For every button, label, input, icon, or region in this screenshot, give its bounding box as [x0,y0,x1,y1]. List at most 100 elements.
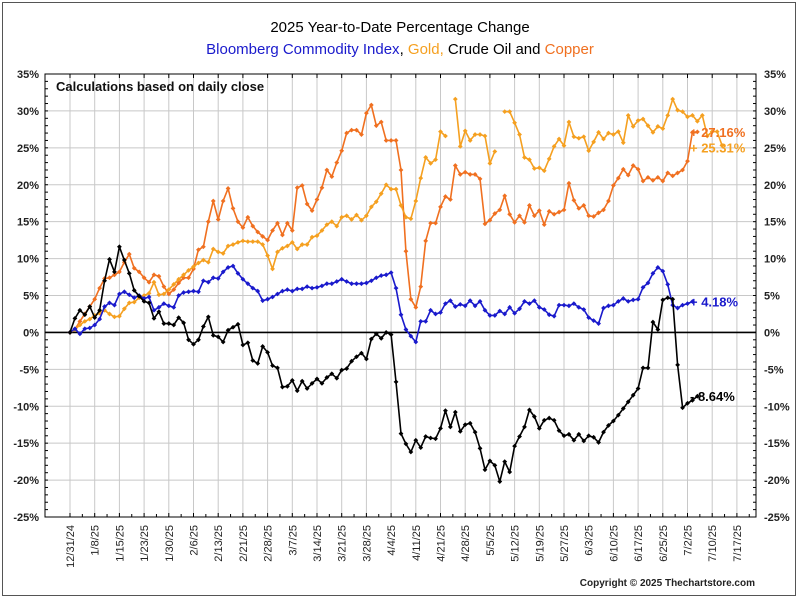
data-point-gold [255,239,261,245]
data-point-copper [467,172,473,177]
data-point-copper [541,222,547,228]
data-point-copper [645,174,651,180]
y-tick-label-right: 25% [764,143,786,155]
data-point-gold [670,96,676,102]
data-point-bloomberg-commodity-index [452,304,458,309]
data-point-gold [230,242,236,247]
data-point-bloomberg-commodity-index [388,270,394,276]
data-point-copper [319,185,325,191]
data-point-gold [196,260,201,266]
data-point-gold [117,313,122,319]
data-point-bloomberg-commodity-index [364,280,369,286]
y-tick-label-right: -25% [764,512,790,524]
data-point-gold [443,133,448,139]
data-point-copper [97,285,103,291]
data-point-crude-oil [586,433,592,439]
data-point-gold [556,136,562,142]
data-point-gold [512,120,517,126]
data-point-copper [245,214,251,220]
data-point-gold [467,138,473,143]
data-point-bloomberg-commodity-index [324,281,330,287]
data-point-gold [680,109,685,115]
data-point-gold [220,251,226,256]
data-point-crude-oil [507,469,513,475]
subtitle-part: Gold, [408,41,444,58]
data-point-gold [77,322,83,328]
data-point-bloomberg-commodity-index [611,302,616,308]
data-point-gold [615,129,621,134]
data-point-copper [309,208,315,213]
y-tick-label-right: 5% [764,291,780,303]
data-point-crude-oil [615,412,621,418]
data-point-crude-oil [517,434,522,439]
data-point-crude-oil [675,362,681,368]
data-point-crude-oil [556,428,562,434]
data-point-copper [517,213,522,219]
data-point-crude-oil [611,418,616,424]
data-point-gold [324,222,330,228]
data-point-crude-oil [329,371,335,377]
data-point-crude-oil [82,312,88,318]
data-point-bloomberg-commodity-index [220,269,226,275]
data-point-copper [561,207,567,213]
data-point-crude-oil [680,405,685,411]
data-point-bloomberg-commodity-index [660,268,666,274]
data-point-gold [492,149,498,154]
data-point-crude-oil [596,440,601,445]
data-point-gold [428,160,434,166]
data-point-crude-oil [270,363,275,369]
data-point-copper [423,238,429,244]
data-point-bloomberg-commodity-index [457,301,463,307]
data-point-gold [215,249,221,255]
data-point-gold [289,239,295,245]
end-labels: + 27.16%+ 25.31% + 4.18% - 8.64% [690,125,746,404]
data-point-copper [364,110,369,116]
data-point-gold [121,306,127,312]
data-point-copper [601,207,606,213]
data-point-gold [245,239,251,245]
data-point-bloomberg-commodity-index [680,302,685,308]
data-point-crude-oil [591,434,597,440]
data-point-copper [487,217,493,223]
data-point-copper [443,194,448,199]
data-point-copper [289,228,295,233]
data-point-copper [447,197,453,202]
data-point-gold [368,204,374,210]
data-point-crude-oil [383,330,389,335]
data-point-copper [156,273,162,279]
data-point-copper [690,129,695,135]
data-point-copper [210,198,216,204]
data-point-bloomberg-commodity-index [655,265,661,270]
x-tick-label: 5/19/25 [534,525,546,562]
x-tick-label: 1/30/25 [164,525,176,562]
data-point-gold [364,213,369,219]
data-point-gold [408,216,414,222]
data-point-crude-oil [581,438,587,444]
data-point-bloomberg-commodity-index [77,331,83,337]
data-point-gold [606,130,611,136]
data-point-crude-oil [260,344,266,349]
data-point-crude-oil [694,393,700,399]
y-tick-label-left: -5% [19,364,39,376]
data-point-bloomberg-commodity-index [225,265,231,270]
data-point-crude-oil [541,417,547,423]
data-point-copper [398,167,404,173]
data-point-gold [591,139,597,145]
x-tick-label: 4/4/25 [386,525,398,556]
data-point-bloomberg-commodity-index [181,290,187,295]
end-label-crude-oil: - 8.64% [690,389,735,404]
data-point-copper [235,219,241,225]
data-point-copper [694,129,700,135]
data-point-copper [196,247,201,253]
data-point-bloomberg-commodity-index [329,281,335,287]
data-point-gold [566,119,572,125]
data-point-crude-oil [77,307,83,313]
y-tick-label-left: 30% [17,106,39,118]
data-point-crude-oil [215,334,221,340]
data-point-crude-oil [645,365,651,371]
data-point-gold [704,133,710,139]
data-point-copper [497,207,503,213]
data-point-bloomberg-commodity-index [284,287,290,292]
y-tick-label-right: 0% [764,327,780,339]
data-point-bloomberg-commodity-index [492,313,498,318]
